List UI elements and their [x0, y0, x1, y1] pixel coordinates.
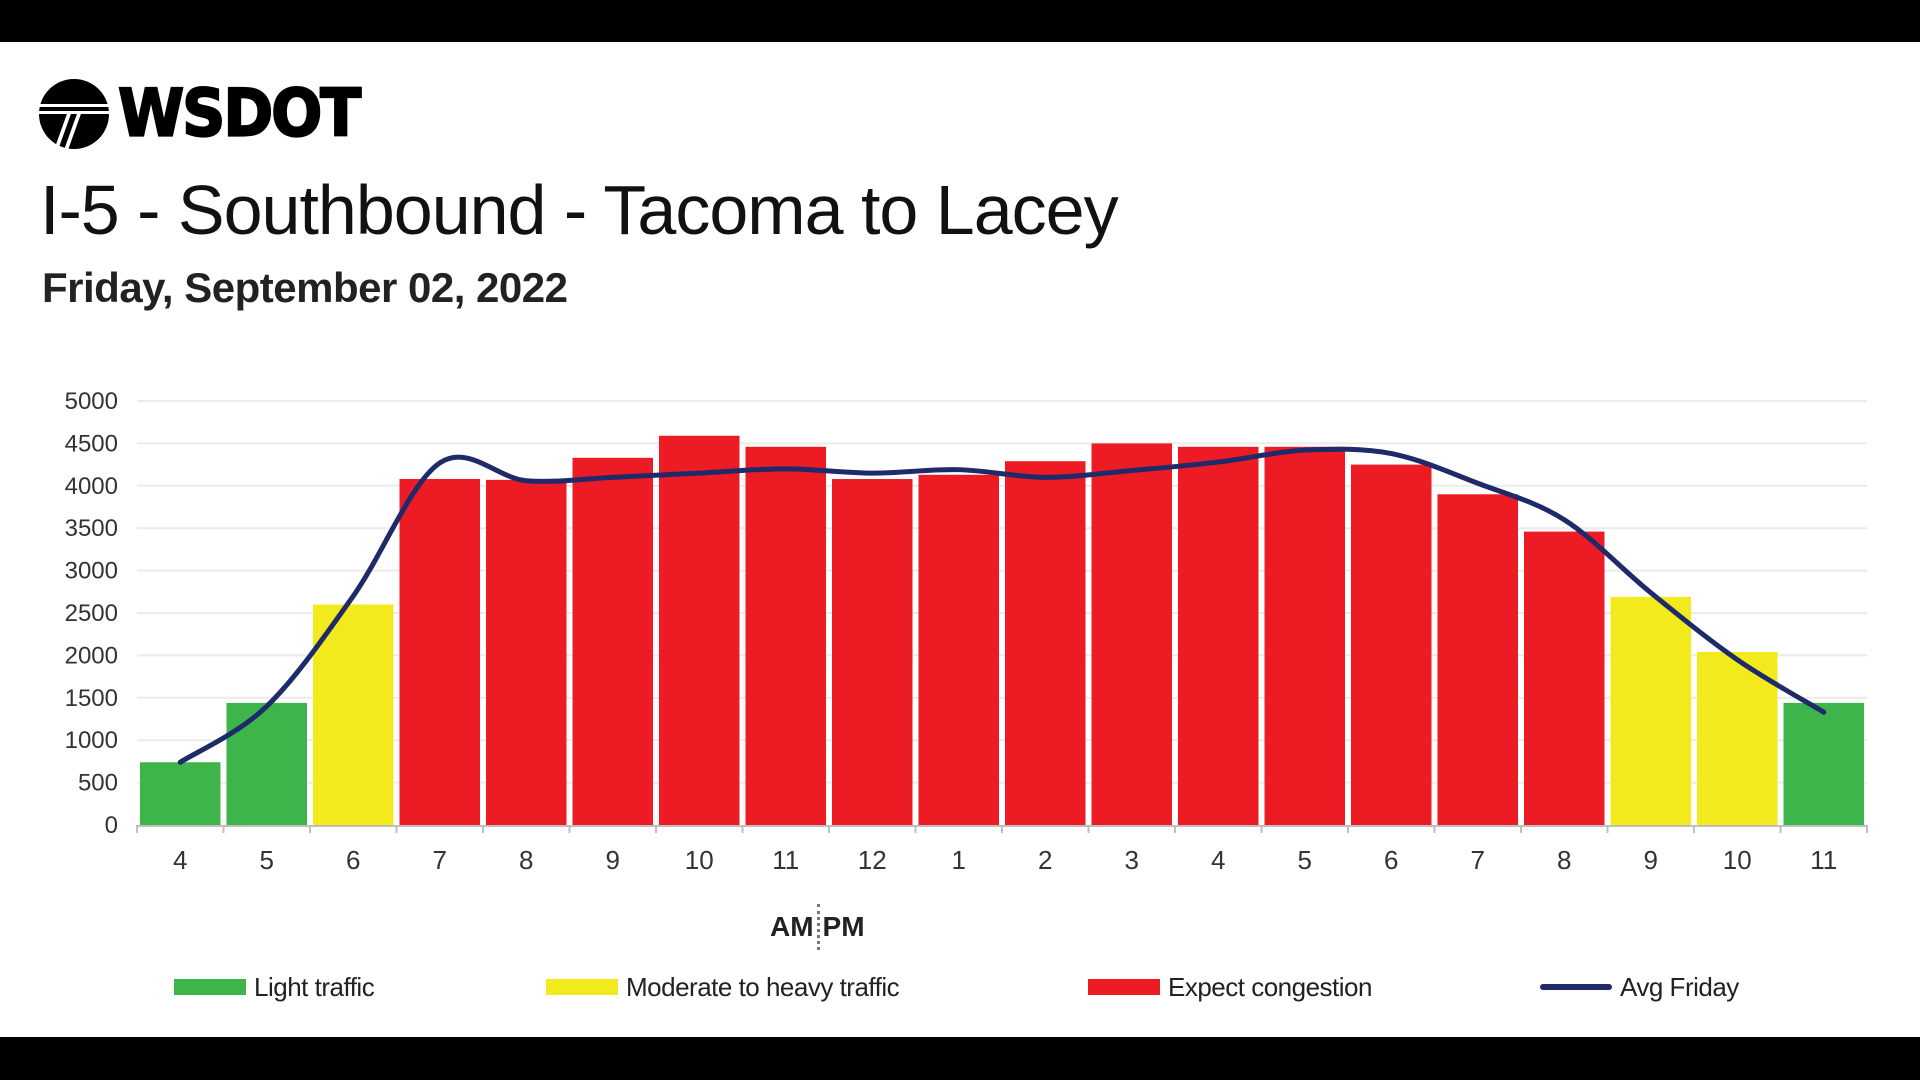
- x-tick-label: 11: [772, 845, 799, 875]
- bar-congestion: [1091, 443, 1172, 825]
- bar-congestion: [1005, 461, 1086, 825]
- wsdot-logo: WSDOT: [38, 76, 362, 152]
- bar-congestion: [745, 446, 826, 825]
- x-tick-label: 5: [1298, 845, 1312, 875]
- y-tick-label: 2500: [65, 600, 118, 627]
- bar-moderate: [1610, 596, 1691, 825]
- x-tick-label: 1: [952, 845, 966, 875]
- am-label: AM: [770, 911, 814, 942]
- x-tick-label: 7: [1471, 845, 1485, 875]
- bar-congestion: [918, 474, 999, 825]
- legend-item-light: Light traffic: [174, 971, 375, 1002]
- chart-canvas: WSDOT I-5 - Southbound - Tacoma to Lacey…: [0, 42, 1920, 1037]
- bar-congestion: [399, 479, 480, 825]
- x-tick-label: 7: [433, 845, 447, 875]
- x-tick-label: 4: [1211, 845, 1225, 875]
- wsdot-emblem-icon: [38, 79, 110, 150]
- chart-subtitle: Friday, September 02, 2022: [42, 264, 568, 311]
- y-tick-label: 0: [105, 812, 118, 839]
- y-tick-label: 4500: [65, 430, 118, 457]
- x-tick-label: 3: [1125, 845, 1139, 875]
- x-tick-label: 2: [1038, 845, 1052, 875]
- bar-moderate: [313, 604, 394, 825]
- y-tick-label: 5000: [65, 388, 118, 415]
- x-tick-label: 10: [1723, 845, 1752, 875]
- legend-label: Light traffic: [254, 971, 375, 1002]
- x-tick-label: 9: [606, 845, 620, 875]
- bar-congestion: [832, 479, 913, 825]
- logo-text: WSDOT: [117, 76, 362, 152]
- bar-light: [226, 702, 307, 825]
- y-tick-label: 4000: [65, 473, 118, 500]
- y-tick-label: 3500: [65, 515, 118, 542]
- y-tick-label: 1000: [65, 727, 118, 754]
- bar-congestion: [1264, 446, 1345, 825]
- bar-congestion: [486, 479, 567, 825]
- bar-congestion: [1437, 494, 1518, 825]
- y-tick-label: 1500: [65, 685, 118, 712]
- pm-label: PM: [822, 911, 865, 942]
- bar-moderate: [1697, 652, 1778, 825]
- x-tick-label: 9: [1644, 845, 1658, 875]
- legend-label: Avg Friday: [1620, 971, 1739, 1002]
- bar-congestion: [1351, 464, 1432, 825]
- moderate-traffic-swatch: [546, 979, 618, 995]
- x-tick-label: 5: [260, 845, 274, 875]
- x-tick-label: 6: [1384, 845, 1398, 875]
- am-pm-label: AM PM: [770, 904, 865, 950]
- avg-friday-line: [177, 446, 1827, 765]
- bar-congestion: [1178, 446, 1259, 825]
- chart-title: I-5 - Southbound - Tacoma to Lacey: [40, 171, 1119, 249]
- legend-item-congestion: Expect congestion: [1088, 972, 1372, 1002]
- bar-congestion: [572, 457, 653, 825]
- bar-congestion: [659, 435, 740, 825]
- y-tick-label: 2000: [65, 642, 118, 669]
- bar-light: [140, 762, 221, 825]
- legend: Light traffic Moderate to heavy traffic …: [0, 972, 1920, 1002]
- x-tick-label: 10: [685, 845, 714, 875]
- bar-light: [1783, 702, 1864, 825]
- legend-label: Moderate to heavy traffic: [626, 971, 900, 1002]
- y-tick-label: 500: [78, 770, 118, 797]
- legend-label: Expect congestion: [1168, 971, 1372, 1002]
- traffic-volume-chart: 0 500 1000 1500 2000 2500 3000 3500 4000 4500 5000…: [65, 388, 1868, 875]
- congestion-swatch: [1088, 979, 1160, 995]
- am-pm-separator: [816, 904, 820, 950]
- x-tick-label: 4: [173, 845, 187, 875]
- legend-item-avg-friday: Avg Friday: [1540, 972, 1739, 1002]
- x-tick-label: 11: [1810, 845, 1837, 875]
- x-tick-label: 6: [346, 845, 360, 875]
- x-tick-label: 12: [858, 845, 887, 875]
- bar-congestion: [1524, 531, 1605, 825]
- x-tick-label: 8: [519, 845, 533, 875]
- y-tick-label: 3000: [65, 558, 118, 585]
- x-tick-label: 8: [1557, 845, 1571, 875]
- light-traffic-swatch: [174, 979, 246, 995]
- avg-friday-line-swatch: [1540, 984, 1612, 990]
- legend-item-moderate: Moderate to heavy traffic: [546, 971, 900, 1002]
